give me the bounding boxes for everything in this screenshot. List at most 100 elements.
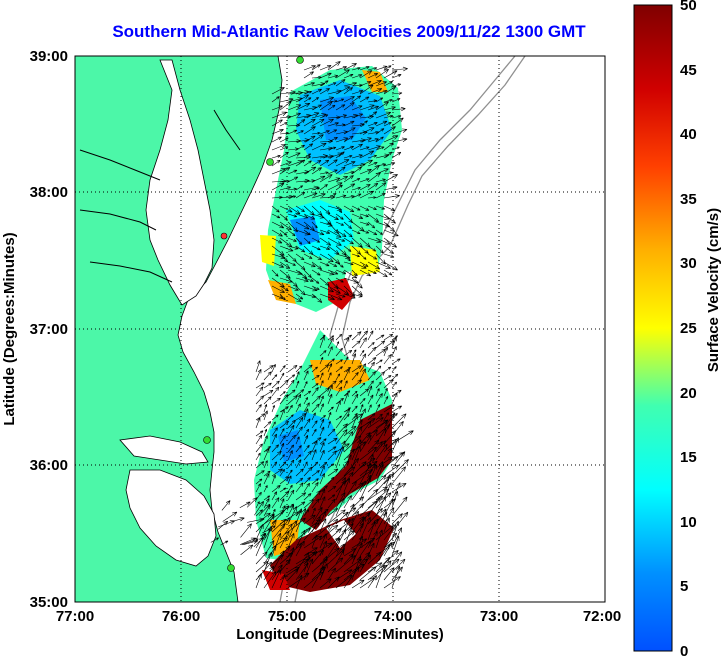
velocity-arrow xyxy=(359,261,369,267)
velocity-arrow xyxy=(295,454,302,461)
velocity-arrow xyxy=(255,509,264,517)
velocity-arrow xyxy=(319,350,327,357)
velocity-arrow xyxy=(287,261,296,266)
velocity-arrow xyxy=(335,429,348,445)
colorbar-ticks: 50 45 40 35 30 25 20 15 10 5 0 xyxy=(680,0,697,659)
velocity-arrow xyxy=(271,285,285,293)
velocity-arrow xyxy=(391,482,407,493)
velocity-arrow xyxy=(311,285,320,290)
velocity-arrow xyxy=(327,406,334,413)
velocity-arrow xyxy=(391,566,403,581)
velocity-arrow xyxy=(271,364,276,373)
velocity-arrow xyxy=(327,450,337,461)
velocity-arrow xyxy=(375,245,384,254)
velocity-arrow xyxy=(279,221,292,231)
velocity-arrow xyxy=(255,413,266,421)
velocity-arrow xyxy=(351,213,364,219)
velocity-arrow xyxy=(319,277,330,286)
velocity-arrow xyxy=(303,509,310,517)
river-4 xyxy=(213,109,241,151)
velocity-arrow xyxy=(279,229,288,236)
velocity-arrow xyxy=(343,229,353,238)
velocity-arrow xyxy=(383,65,392,71)
velocity-arrow xyxy=(391,106,406,112)
velocity-arrow xyxy=(359,566,377,581)
velocity-arrow xyxy=(351,349,357,357)
velocity-arrow xyxy=(295,468,304,477)
velocity-arrow xyxy=(391,137,408,143)
velocity-arrow xyxy=(263,551,273,573)
x-axis-label: Longitude (Degrees:Minutes) xyxy=(236,626,444,643)
velocity-arrow xyxy=(287,434,297,445)
velocity-arrow xyxy=(375,456,393,469)
velocity-arrow xyxy=(343,495,352,509)
velocity-arrow xyxy=(391,466,406,485)
velocity-arrow xyxy=(335,333,343,341)
velocity-arrow xyxy=(351,542,363,565)
velocity-arrow xyxy=(335,498,345,517)
velocity-arrow xyxy=(295,185,304,191)
velocity-arrow xyxy=(295,540,305,557)
velocity-arrow xyxy=(375,65,388,71)
velocity-arrow xyxy=(335,555,356,573)
velocity-arrow xyxy=(391,128,408,135)
velocity-arrow xyxy=(279,213,288,221)
velocity-arrow xyxy=(263,460,268,469)
velocity-arrow xyxy=(279,261,291,269)
velocity-arrow xyxy=(335,69,350,79)
velocity-arrow xyxy=(335,477,346,501)
velocity-arrow xyxy=(351,178,361,183)
velocity-arrow xyxy=(279,454,285,461)
velocity-arrow xyxy=(287,414,294,421)
velocity-arrow xyxy=(351,340,361,349)
colorbar-tick-label: 10 xyxy=(680,514,697,531)
velocity-arrow xyxy=(351,555,362,581)
velocity-arrow xyxy=(391,335,398,341)
colorbar-tick-label: 45 xyxy=(680,62,697,79)
velocity-arrow xyxy=(311,160,322,167)
velocity-arrow xyxy=(319,253,334,263)
velocity-arrow xyxy=(279,545,291,557)
velocity-arrow xyxy=(391,117,404,127)
velocity-arrow xyxy=(383,126,396,135)
velocity-arrow xyxy=(359,120,368,127)
velocity-arrow xyxy=(311,449,317,461)
velocity-arrow xyxy=(311,524,331,541)
velocity-arrow xyxy=(240,544,254,556)
velocity-arrow xyxy=(319,418,325,429)
velocity-arrow xyxy=(319,426,325,437)
velocity-arrow xyxy=(359,66,370,71)
station-marker xyxy=(227,564,235,572)
river-2 xyxy=(79,209,157,231)
velocity-arrow xyxy=(263,495,271,501)
velocity-arrow xyxy=(391,421,404,437)
velocity-arrow xyxy=(279,372,285,381)
velocity-arrow xyxy=(367,371,377,381)
velocity-arrow xyxy=(303,408,309,421)
velocity-arrow xyxy=(367,357,377,365)
velocity-arrow xyxy=(343,245,352,252)
velocity-arrow xyxy=(303,82,315,87)
velocity-arrow xyxy=(303,237,311,245)
velocity-arrow xyxy=(335,229,347,237)
velocity-arrow xyxy=(359,516,371,541)
velocity-arrow xyxy=(335,492,346,509)
y-tick-label: 37:00 xyxy=(30,321,68,338)
velocity-arrow xyxy=(295,389,305,397)
velocity-arrow xyxy=(279,146,289,151)
velocity-arrow xyxy=(311,142,327,151)
velocity-arrow xyxy=(359,462,372,485)
velocity-arrow xyxy=(295,94,310,103)
velocity-arrow xyxy=(303,535,323,549)
velocity-arrow xyxy=(319,380,324,389)
velocity-arrow xyxy=(343,183,356,191)
velocity-arrow xyxy=(271,497,280,509)
velocity-arrow xyxy=(287,475,292,485)
velocity-arrow xyxy=(295,253,305,261)
velocity-arrow xyxy=(279,122,288,127)
y-axis-label: Latitude (Degrees:Minutes) xyxy=(1,232,18,425)
velocity-arrow xyxy=(343,448,355,461)
river-1 xyxy=(79,149,161,181)
velocity-arrow xyxy=(375,560,392,581)
velocity-arrow xyxy=(319,72,332,79)
